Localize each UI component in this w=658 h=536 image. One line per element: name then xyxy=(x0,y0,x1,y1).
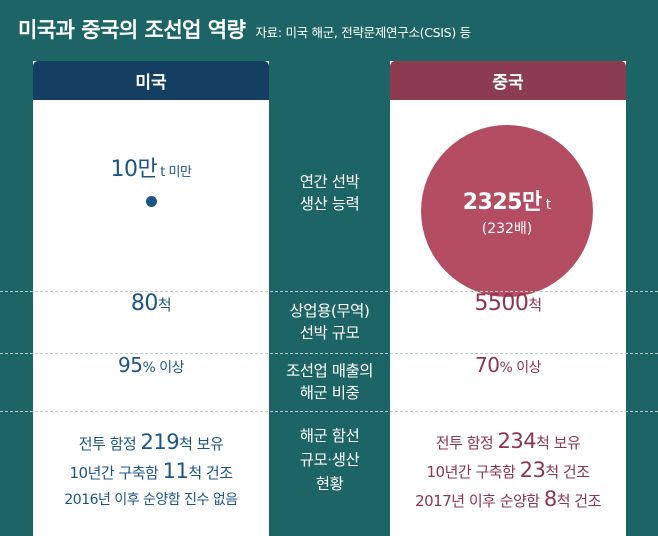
china-status-2-post: 척 건조 xyxy=(545,462,590,481)
china-capacity-circle: 2325만 t (232배) xyxy=(421,125,593,297)
label-commercial-fleet-1: 상업용(무역) xyxy=(289,302,370,320)
title-bar: 미국과 중국의 조선업 역량 자료: 미국 해군, 전략문제연구소(CSIS) … xyxy=(18,14,648,54)
china-fleet-value: 5500 xyxy=(474,291,529,316)
source-note: 자료: 미국 해군, 전략문제연구소(CSIS) 등 xyxy=(255,25,471,40)
label-navy-status: 해군 함선 규모·생산 현황 xyxy=(269,418,390,502)
label-navy-status-3: 현황 xyxy=(315,475,344,493)
china-fleet-unit: 척 xyxy=(528,296,542,314)
label-navy-share-2: 해군 비중 xyxy=(299,384,360,402)
us-status-1-pre: 전투 함정 xyxy=(78,434,141,453)
china-column-header: 중국 xyxy=(390,61,626,100)
us-fleet-unit: 척 xyxy=(157,296,172,314)
china-status-3-pre: 2017년 이후 순양함 xyxy=(415,491,544,510)
us-status-2-pre: 10년간 구축함 xyxy=(69,463,163,482)
china-status-1-post: 척 보유 xyxy=(536,433,581,452)
us-status-2-post: 척 건조 xyxy=(188,463,233,482)
label-annual-capacity-1: 연간 선박 xyxy=(299,173,360,191)
china-status-2-num: 23 xyxy=(519,457,546,482)
us-fleet-value: 80 xyxy=(130,291,159,316)
china-status-3-post: 척 건조 xyxy=(556,491,602,510)
us-capacity-unit: t 미만 xyxy=(160,165,192,180)
us-status-line-2: 10년간 구축함 11척 건조 xyxy=(69,458,233,487)
label-navy-share-1: 조선업 매출의 xyxy=(286,362,374,380)
china-capacity-value: 2325만 xyxy=(462,190,542,215)
china-status-line-1: 전투 함정 234척 보유 xyxy=(436,428,581,457)
china-navy-status: 전투 함정 234척 보유 10년간 구축함 23척 건조 2017년 이후 순… xyxy=(390,415,626,527)
us-column-header: 미국 xyxy=(33,61,269,100)
label-navy-status-2: 규모·생산 xyxy=(299,451,360,469)
us-status-2-num: 11 xyxy=(162,458,189,483)
row-separator xyxy=(0,291,658,292)
china-navy-share: 70 % 이상 xyxy=(390,353,626,411)
us-column: 미국 10만 t 미만 80 척 95 % 이상 전투 함정 219척 보유 1… xyxy=(33,61,269,536)
china-status-line-2: 10년간 구축함 23척 건조 xyxy=(426,457,590,486)
china-status-line-3: 2017년 이후 순양함 8척 건조 xyxy=(415,486,601,515)
us-status-1-num: 219 xyxy=(140,429,180,454)
china-capacity-unit: t xyxy=(545,197,552,213)
label-navy-status-1: 해군 함선 xyxy=(299,427,360,445)
us-status-line-1: 전투 함정 219척 보유 xyxy=(79,429,224,458)
label-annual-capacity: 연간 선박 생산 능력 xyxy=(269,165,390,221)
label-navy-share: 조선업 매출의 해군 비중 xyxy=(264,354,395,410)
label-annual-capacity-2: 생산 능력 xyxy=(299,195,360,213)
us-status-1-post: 척 보유 xyxy=(179,434,224,453)
us-capacity-value: 10만 xyxy=(110,157,158,182)
us-annual-capacity: 10만 t 미만 xyxy=(33,151,269,191)
us-capacity-dot xyxy=(146,196,157,207)
china-commercial-fleet: 5500 척 xyxy=(390,291,626,353)
label-commercial-fleet-2: 선박 규모 xyxy=(299,324,360,342)
china-status-2-pre: 10년간 구축함 xyxy=(426,462,520,481)
us-navy-share: 95 % 이상 xyxy=(33,353,269,411)
us-commercial-fleet: 80 척 xyxy=(33,291,269,353)
china-capacity-ratio: (232배) xyxy=(481,221,533,237)
page-title: 미국과 중국의 조선업 역량 xyxy=(18,18,246,42)
china-status-1-pre: 전투 함정 xyxy=(435,433,498,452)
us-share-value: 95 xyxy=(118,353,143,377)
china-status-3-num: 8 xyxy=(543,486,557,511)
china-share-value: 70 xyxy=(475,353,500,377)
china-status-1-num: 234 xyxy=(497,428,537,453)
row-separator xyxy=(0,353,658,354)
china-share-unit: % 이상 xyxy=(499,360,541,376)
china-column: 중국 2325만 t (232배) 5500 척 70 % 이상 전투 함정 2… xyxy=(390,61,626,536)
label-commercial-fleet: 상업용(무역) 선박 규모 xyxy=(269,292,390,352)
us-navy-status: 전투 함정 219척 보유 10년간 구축함 11척 건조 2016년 이후 순… xyxy=(33,415,269,527)
row-separator xyxy=(0,411,658,412)
us-status-line-3: 2016년 이후 순양함 진수 없음 xyxy=(64,491,238,508)
us-share-unit: % 이상 xyxy=(142,360,184,376)
